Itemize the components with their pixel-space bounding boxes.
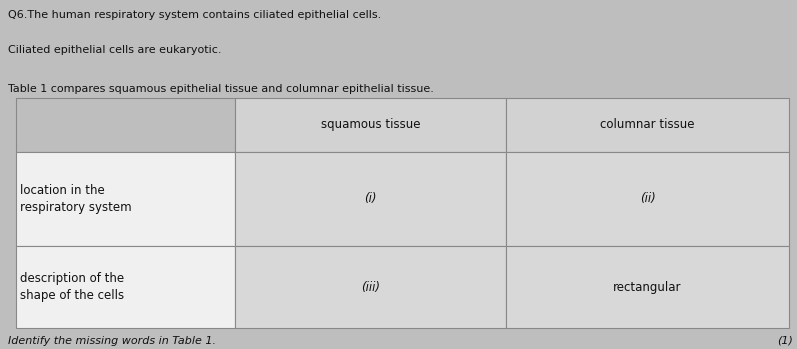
Bar bbox=[235, 246, 506, 328]
Bar bbox=[16, 246, 235, 328]
Text: description of the
shape of the cells: description of the shape of the cells bbox=[20, 272, 124, 302]
Text: squamous tissue: squamous tissue bbox=[321, 118, 420, 131]
Text: Ciliated epithelial cells are eukaryotic.: Ciliated epithelial cells are eukaryotic… bbox=[8, 45, 222, 55]
Text: Table 1 compares squamous epithelial tissue and columnar epithelial tissue.: Table 1 compares squamous epithelial tis… bbox=[8, 84, 434, 94]
Text: (i): (i) bbox=[364, 192, 377, 206]
Bar bbox=[235, 152, 506, 246]
Text: Q6.The human respiratory system contains ciliated epithelial cells.: Q6.The human respiratory system contains… bbox=[8, 10, 381, 21]
Text: (iii): (iii) bbox=[361, 281, 380, 294]
Text: (1): (1) bbox=[777, 335, 793, 346]
Text: (ii): (ii) bbox=[640, 192, 655, 206]
Bar bbox=[16, 98, 235, 152]
Text: columnar tissue: columnar tissue bbox=[600, 118, 695, 131]
Bar bbox=[506, 152, 789, 246]
Bar bbox=[506, 98, 789, 152]
Text: Identify the missing words in Table 1.: Identify the missing words in Table 1. bbox=[8, 335, 216, 346]
Text: rectangular: rectangular bbox=[614, 281, 681, 294]
Bar bbox=[235, 98, 506, 152]
Text: location in the
respiratory system: location in the respiratory system bbox=[20, 184, 132, 214]
Bar bbox=[506, 246, 789, 328]
Bar bbox=[16, 152, 235, 246]
